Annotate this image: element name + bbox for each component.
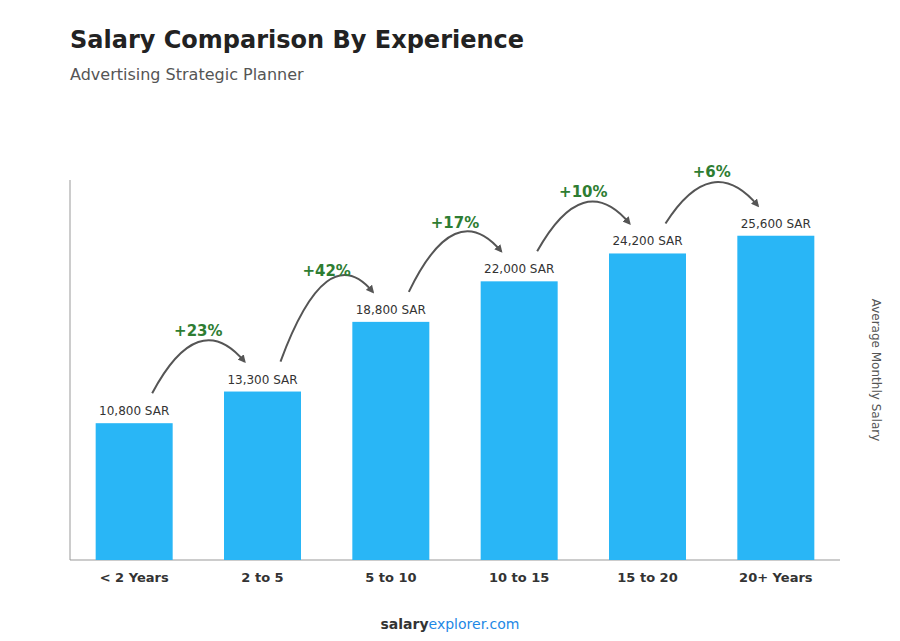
bar: [352, 322, 429, 560]
category-label: < 2 Years: [100, 570, 169, 585]
category-label: 15 to 20: [617, 570, 677, 585]
category-label: 20+ Years: [739, 570, 813, 585]
change-arrow: [409, 231, 501, 292]
change-arrow: [537, 202, 629, 252]
y-axis-label: Average Monthly Salary: [869, 299, 883, 442]
data-label: 22,000 SAR: [484, 262, 554, 276]
data-label: 24,200 SAR: [612, 234, 682, 248]
bar: [481, 281, 558, 560]
data-label: 13,300 SAR: [227, 373, 297, 387]
category-label: 2 to 5: [241, 570, 283, 585]
data-label: 25,600 SAR: [741, 217, 811, 231]
change-arrow: [281, 275, 373, 362]
change-label: +17%: [431, 214, 479, 232]
y-axis-line: [70, 180, 71, 560]
footer-part: explorer.com: [429, 616, 520, 632]
bars: [96, 236, 815, 560]
subtitle: Advertising Strategic Planner: [70, 65, 304, 84]
bar: [609, 253, 686, 560]
bar: [224, 392, 301, 560]
change-arrow: [666, 182, 758, 223]
title: Salary Comparison By Experience: [70, 26, 524, 54]
change-arrow: [152, 340, 244, 393]
bar: [737, 236, 814, 560]
change-label: +6%: [693, 163, 731, 181]
footer: salaryexplorer.com: [381, 616, 520, 632]
category-label: 5 to 10: [365, 570, 416, 585]
data-label: 10,800 SAR: [99, 404, 169, 418]
change-label: +42%: [302, 262, 350, 280]
change-label: +23%: [174, 322, 222, 340]
data-label: 18,800 SAR: [356, 303, 426, 317]
category-label: 10 to 15: [489, 570, 549, 585]
change-label: +10%: [559, 183, 607, 201]
bar: [96, 423, 173, 560]
chart: Salary Comparison By Experience Advertisi…: [0, 0, 900, 641]
x-axis-line: [70, 560, 840, 561]
footer-part: salary: [381, 616, 429, 632]
